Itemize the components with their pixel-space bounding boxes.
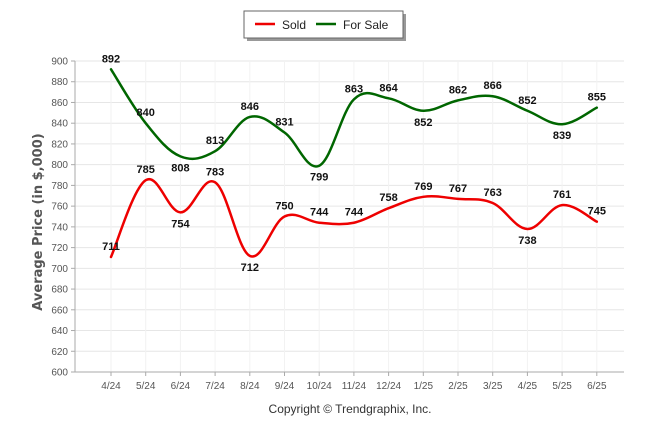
data-label-for-sale: 863 [345,83,363,95]
y-tick-label: 620 [51,347,68,358]
data-label-sold: 711 [102,241,120,253]
data-label-for-sale: 862 [449,84,467,96]
legend[interactable]: Sold For Sale [243,10,406,41]
legend-label-sold[interactable]: Sold [282,18,306,32]
data-label-for-sale: 813 [206,135,224,147]
y-tick-label: 600 [51,368,68,379]
data-label-for-sale: 799 [310,172,328,184]
x-tick-label: 11/24 [342,381,367,392]
data-label-sold: 783 [206,166,224,178]
data-label-for-sale: 846 [241,101,259,113]
x-tick-label: 4/25 [518,381,538,392]
y-tick-label: 720 [51,243,68,254]
y-tick-label: 800 [51,160,68,171]
y-tick-label: 680 [51,285,68,296]
data-label-sold: 744 [345,207,364,219]
y-tick-label: 820 [51,139,68,150]
data-label-sold: 769 [414,181,432,193]
data-label-for-sale: 855 [588,92,606,104]
data-label-sold: 750 [275,201,293,213]
x-axis-ticks: 4/24 5/24 6/24 7/24 8/24 9/24 10/24 11/24 12/24 1… [101,372,607,392]
x-tick-label: 10/24 [307,381,332,392]
plot-area: 711 785 754 783 712 750 744 744 758 769 767 763 738 7… [102,53,606,274]
y-axis-label: Average Price (in $,000) [31,133,46,310]
x-tick-label: 9/24 [275,381,295,392]
data-label-for-sale: 852 [518,95,536,107]
x-tick-label: 6/24 [171,381,191,392]
y-axis-ticks: 600 620 640 660 680 700 720 740 760 780 800 820 840 8… [51,57,75,379]
x-tick-label: 12/24 [376,381,401,392]
y-tick-label: 780 [51,181,68,192]
x-tick-label: 1/25 [414,381,434,392]
data-label-sold: 785 [137,164,155,176]
data-label-sold: 767 [449,183,467,195]
data-label-for-sale: 852 [414,117,432,129]
x-tick-label: 3/25 [483,381,503,392]
y-tick-label: 740 [51,222,68,233]
x-tick-label: 4/24 [101,381,121,392]
y-tick-label: 640 [51,326,68,337]
y-tick-label: 700 [51,264,68,275]
data-label-for-sale: 864 [379,82,398,94]
data-label-sold: 763 [484,187,502,199]
y-tick-label: 660 [51,305,68,316]
data-label-for-sale: 866 [484,80,502,92]
legend-label-for-sale[interactable]: For Sale [343,18,389,32]
x-tick-label: 2/25 [448,381,468,392]
data-label-sold: 758 [379,192,397,204]
data-label-for-sale: 892 [102,53,120,65]
y-tick-label: 840 [51,119,68,130]
data-label-sold: 712 [241,262,259,274]
data-label-sold: 744 [310,207,329,219]
x-tick-label: 8/24 [240,381,260,392]
data-label-for-sale: 831 [275,117,293,129]
x-tick-label: 5/25 [552,381,572,392]
data-label-for-sale: 808 [171,162,189,174]
x-tick-label: 6/25 [587,381,607,392]
series-line-sold [109,177,599,259]
grid-lines [74,60,624,373]
x-tick-label: 7/24 [205,381,225,392]
data-label-sold: 738 [518,235,536,247]
x-tick-label: 5/24 [136,381,156,392]
data-label-for-sale: 839 [553,130,571,142]
data-label-for-sale: 840 [137,107,155,119]
series-line-for-sale [109,68,599,168]
y-tick-label: 760 [51,202,68,213]
data-label-sold: 761 [553,189,571,201]
data-label-sold: 754 [171,218,190,230]
y-tick-label: 880 [51,77,68,88]
y-tick-label: 860 [51,98,68,109]
y-tick-label: 900 [51,57,68,68]
data-label-sold: 745 [588,206,606,218]
copyright-text: Copyright © Trendgraphix, Inc. [269,402,432,416]
